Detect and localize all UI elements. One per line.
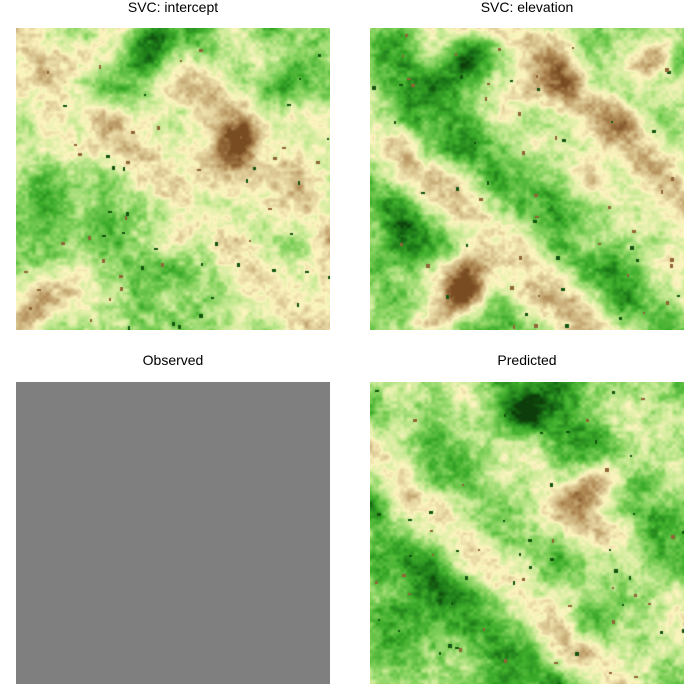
panel-title-intercept: SVC: intercept	[127, 0, 219, 15]
heatmap-predicted	[370, 382, 684, 684]
panel-title-predicted: Predicted	[497, 352, 557, 368]
panel-title-observed: Observed	[142, 352, 204, 368]
heatmap-observed	[16, 382, 330, 684]
heatmap-intercept	[16, 28, 330, 330]
heatmap-elevation	[370, 28, 684, 330]
panel-title-elevation: SVC: elevation	[480, 0, 574, 15]
